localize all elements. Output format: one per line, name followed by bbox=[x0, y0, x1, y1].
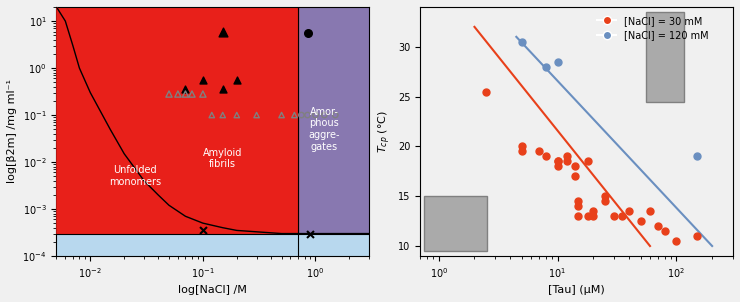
Point bbox=[573, 199, 585, 204]
Point bbox=[691, 234, 703, 239]
Point bbox=[480, 89, 492, 94]
Point bbox=[551, 164, 563, 169]
Point bbox=[588, 214, 599, 219]
FancyBboxPatch shape bbox=[424, 196, 487, 251]
Point bbox=[540, 154, 552, 159]
Bar bbox=[298, 7, 369, 256]
Point bbox=[172, 92, 184, 96]
Point bbox=[309, 113, 321, 117]
Point bbox=[329, 113, 341, 117]
Point bbox=[276, 113, 288, 117]
Text: Amor-
phous
aggre-
gates: Amor- phous aggre- gates bbox=[309, 107, 340, 152]
Point bbox=[197, 92, 209, 96]
Point bbox=[561, 154, 573, 159]
Point bbox=[599, 199, 610, 204]
Point bbox=[573, 214, 585, 219]
Point bbox=[616, 214, 628, 219]
Point bbox=[304, 231, 316, 236]
Point bbox=[551, 159, 563, 164]
Point bbox=[217, 29, 229, 34]
Point bbox=[163, 92, 175, 96]
Point bbox=[599, 194, 610, 199]
Text: Unfolded
monomers: Unfolded monomers bbox=[109, 165, 161, 187]
Y-axis label: $T_{cp}$ (°C): $T_{cp}$ (°C) bbox=[376, 110, 392, 153]
Point bbox=[623, 209, 635, 214]
Point bbox=[186, 92, 198, 96]
Point bbox=[516, 144, 528, 149]
Point bbox=[561, 159, 573, 164]
Point bbox=[534, 149, 545, 154]
Point bbox=[582, 214, 593, 219]
Point bbox=[180, 87, 192, 92]
Point bbox=[217, 113, 229, 117]
FancyBboxPatch shape bbox=[645, 12, 684, 101]
Point bbox=[197, 78, 209, 83]
X-axis label: log[NaCl] /M: log[NaCl] /M bbox=[178, 285, 247, 295]
Point bbox=[635, 219, 647, 223]
Point bbox=[206, 113, 218, 117]
Point bbox=[551, 159, 563, 164]
Point bbox=[516, 149, 528, 154]
Point bbox=[318, 113, 330, 117]
Point bbox=[302, 113, 314, 117]
Point bbox=[659, 229, 670, 233]
Point bbox=[652, 224, 664, 229]
Point bbox=[231, 113, 243, 117]
Y-axis label: log[β2m] /mg ml⁻¹: log[β2m] /mg ml⁻¹ bbox=[7, 79, 17, 183]
Point bbox=[691, 154, 703, 159]
Text: Amyloid
fibrils: Amyloid fibrils bbox=[203, 147, 243, 169]
Point bbox=[302, 31, 314, 36]
Point bbox=[608, 214, 620, 219]
Legend: [NaCl] = 30 mM, [NaCl] = 120 mM: [NaCl] = 30 mM, [NaCl] = 120 mM bbox=[593, 12, 713, 44]
Point bbox=[197, 228, 209, 233]
Point bbox=[540, 64, 552, 69]
Point bbox=[516, 39, 528, 44]
Point bbox=[569, 174, 581, 179]
Point bbox=[551, 59, 563, 64]
Point bbox=[217, 87, 229, 92]
X-axis label: [Tau] (μM): [Tau] (μM) bbox=[548, 285, 605, 295]
Point bbox=[644, 209, 656, 214]
Point bbox=[582, 159, 593, 164]
Point bbox=[670, 239, 682, 243]
Point bbox=[588, 209, 599, 214]
Point bbox=[569, 164, 581, 169]
Point bbox=[573, 204, 585, 209]
Point bbox=[180, 92, 192, 96]
Point bbox=[231, 78, 243, 83]
Point bbox=[289, 113, 300, 117]
Point bbox=[295, 113, 307, 117]
Point bbox=[251, 113, 263, 117]
